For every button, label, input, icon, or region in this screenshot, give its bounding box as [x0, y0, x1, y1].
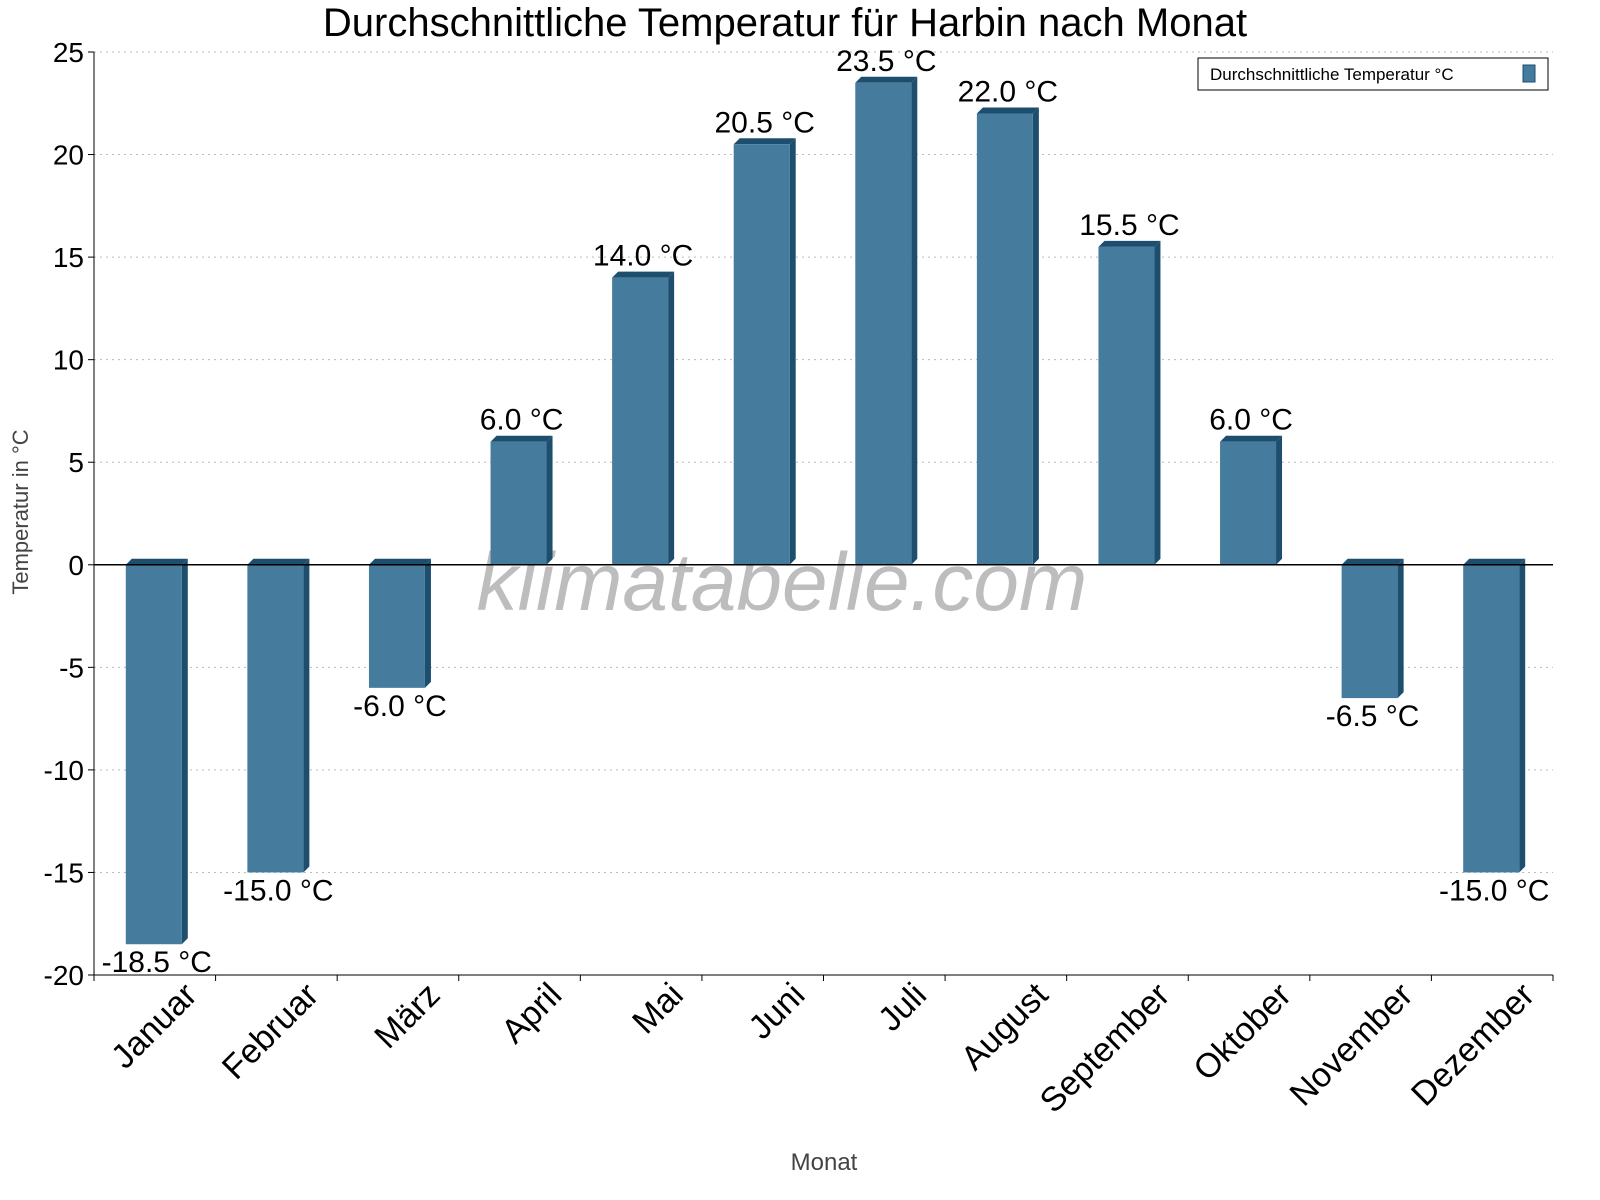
data-label: 22.0 °C — [958, 76, 1058, 109]
x-tick-label: September — [1033, 976, 1177, 1120]
y-tick-label: 20 — [53, 140, 84, 171]
x-tick-label: Februar — [215, 976, 326, 1087]
x-tick-label: Juli — [871, 976, 934, 1039]
bar — [1341, 564, 1398, 699]
legend[interactable]: Durchschnittliche Temperatur °C — [1197, 57, 1549, 91]
data-label: 6.0 °C — [480, 404, 564, 437]
bar-top — [1341, 558, 1404, 565]
bar — [368, 564, 425, 688]
legend-swatch — [1522, 64, 1536, 83]
bar-top — [1463, 558, 1526, 565]
x-tick-label: Juni — [741, 976, 812, 1047]
legend-box — [1197, 57, 1549, 91]
x-tick-label: November — [1283, 976, 1421, 1114]
bar-side — [546, 435, 553, 565]
bar-top — [612, 271, 675, 278]
bar-side — [181, 558, 188, 945]
x-tick-label: August — [954, 975, 1056, 1077]
bar-side — [789, 138, 796, 565]
x-tick-label: Januar — [104, 976, 204, 1076]
bar-side — [303, 558, 310, 873]
bar-side — [1032, 107, 1039, 565]
data-label: 6.0 °C — [1209, 404, 1293, 437]
y-tick-label: 0 — [68, 550, 84, 581]
bar — [612, 277, 669, 565]
y-tick-label: 10 — [53, 345, 84, 376]
bar-side — [668, 271, 675, 565]
x-tick-label: März — [367, 976, 447, 1056]
bar — [1220, 441, 1277, 565]
bar — [125, 564, 182, 945]
bar — [1463, 564, 1520, 873]
y-tick-label: -10 — [44, 755, 84, 786]
bar-top — [125, 558, 188, 565]
bar-top — [368, 558, 431, 565]
bar-top — [976, 107, 1039, 114]
data-label: -6.0 °C — [353, 690, 447, 723]
bars — [125, 76, 1526, 945]
bar-side — [1154, 240, 1161, 565]
bar-top — [490, 435, 553, 442]
legend-label: Durchschnittliche Temperatur °C — [1210, 65, 1454, 84]
bar-side — [1276, 435, 1283, 565]
bar-top — [1220, 435, 1283, 442]
x-axis-label: Monat — [791, 1149, 858, 1176]
data-label: -15.0 °C — [1439, 874, 1549, 907]
bar-top — [1098, 240, 1161, 247]
chart-title: Durchschnittliche Temperatur für Harbin … — [323, 1, 1247, 45]
bar — [855, 82, 912, 565]
bar-side — [911, 76, 918, 565]
x-tick-label: Mai — [625, 976, 691, 1042]
y-tick-label: -5 — [59, 652, 84, 683]
bar-top — [855, 76, 918, 83]
bar-side — [1519, 558, 1526, 873]
bar — [1098, 246, 1155, 565]
bar-side — [424, 558, 431, 688]
y-tick-label: -15 — [44, 857, 84, 888]
data-label: 23.5 °C — [836, 45, 936, 78]
bar — [976, 113, 1033, 565]
data-labels: -18.5 °C -15.0 °C -6.0 °C 6.0 °C 14.0 °C 20.5… — [102, 45, 1550, 979]
x-tick-label: April — [494, 976, 569, 1051]
x-tick-label: Oktober — [1186, 976, 1298, 1088]
y-tick-label: 15 — [53, 242, 84, 273]
data-label: 15.5 °C — [1079, 209, 1179, 242]
bar-top — [247, 558, 310, 565]
y-tick-label: 25 — [53, 37, 84, 68]
bar — [733, 144, 790, 565]
y-tick-label: -20 — [44, 960, 84, 991]
grid-lines — [94, 51, 1553, 976]
data-label: 20.5 °C — [715, 106, 815, 139]
bar-side — [1397, 558, 1404, 699]
data-label: -18.5 °C — [102, 946, 212, 979]
data-label: 14.0 °C — [593, 240, 693, 273]
bar — [247, 564, 304, 873]
y-tick-label: 5 — [68, 447, 84, 478]
y-axis-label: Temperatur in °C — [8, 429, 33, 594]
bar — [490, 441, 547, 565]
data-label: -15.0 °C — [223, 874, 333, 907]
x-tick-label: Dezember — [1404, 976, 1542, 1114]
data-label: -6.5 °C — [1326, 700, 1420, 733]
bar-top — [733, 138, 796, 145]
